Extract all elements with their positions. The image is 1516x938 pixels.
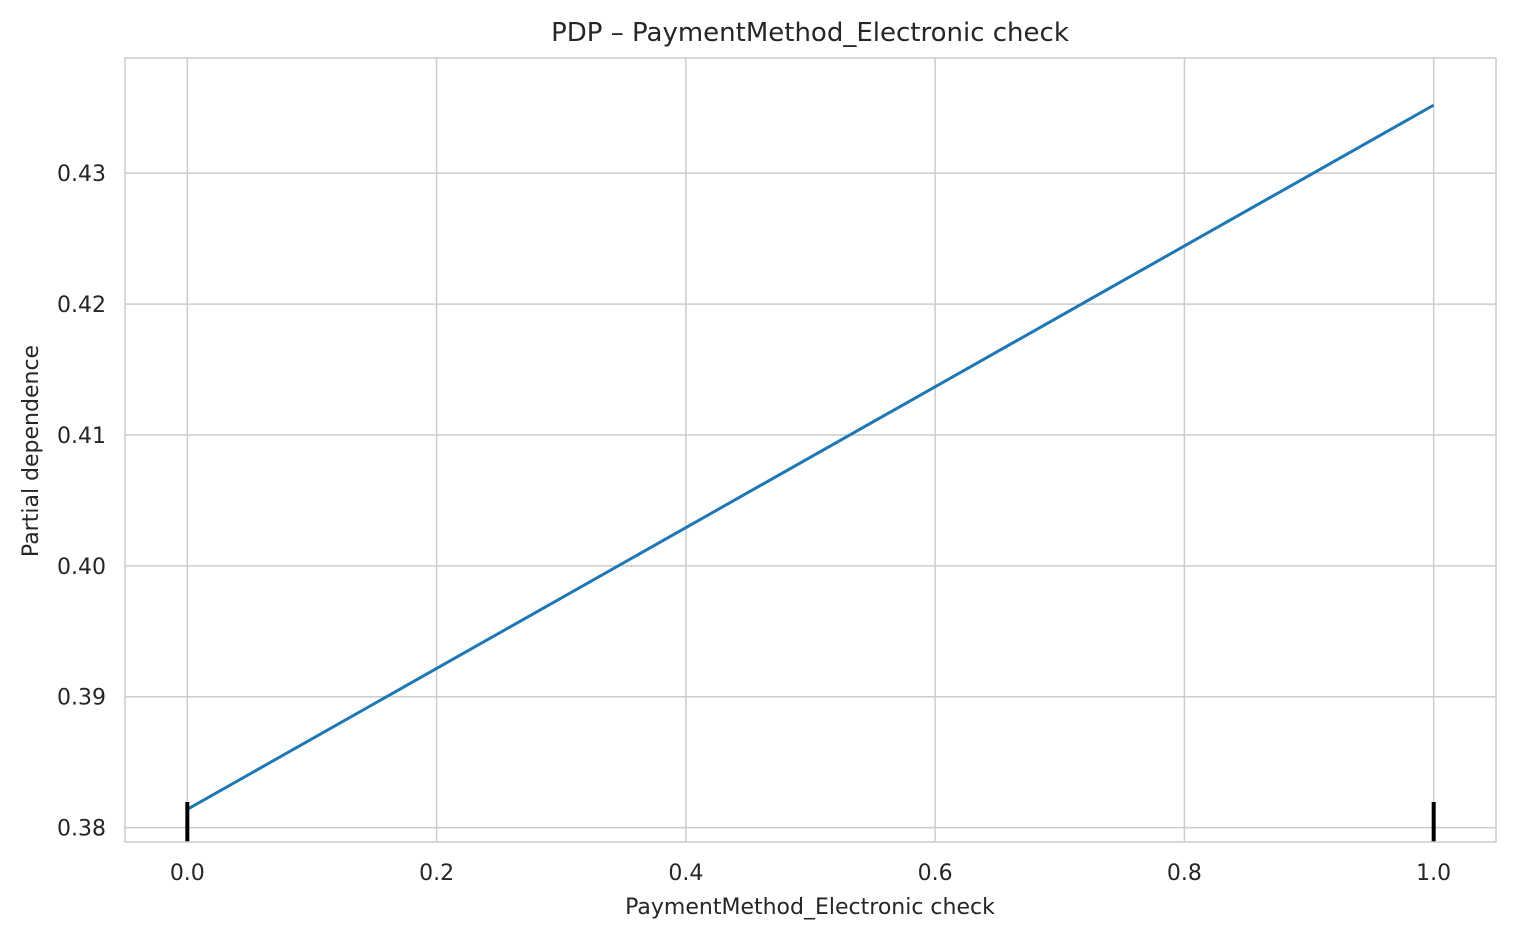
y-tick-label: 0.43: [57, 162, 106, 187]
y-tick-label: 0.38: [57, 817, 106, 842]
series-layer: [186, 103, 1435, 811]
y-tick-label: 0.40: [57, 555, 106, 580]
y-tick-label: 0.39: [57, 686, 106, 711]
y-tick-label: 0.41: [57, 424, 106, 449]
x-tick-label: 0.2: [419, 861, 454, 886]
grid-layer: [125, 58, 1496, 842]
y-tick-label: 0.42: [57, 293, 106, 318]
x-tick-label: 0.8: [1167, 861, 1202, 886]
plot-frame: [124, 57, 1497, 843]
x-tick-label: 0.6: [918, 861, 953, 886]
y-axis-label: Partial dependence: [19, 345, 44, 557]
chart-title: PDP – PaymentMethod_Electronic check: [551, 18, 1069, 48]
pdp-line: [186, 103, 1435, 811]
x-axis-label: PaymentMethod_Electronic check: [625, 895, 995, 920]
x-tick-label: 0.4: [668, 861, 703, 886]
y-tick-labels: 0.38 0.39 0.40 0.41 0.42 0.43: [57, 162, 106, 841]
rug-layer: [185, 802, 1436, 842]
x-tick-label: 1.0: [1416, 861, 1451, 886]
x-tick-label: 0.0: [170, 861, 205, 886]
x-tick-labels: 0.0 0.2 0.4 0.6 0.8 1.0: [170, 861, 1451, 886]
